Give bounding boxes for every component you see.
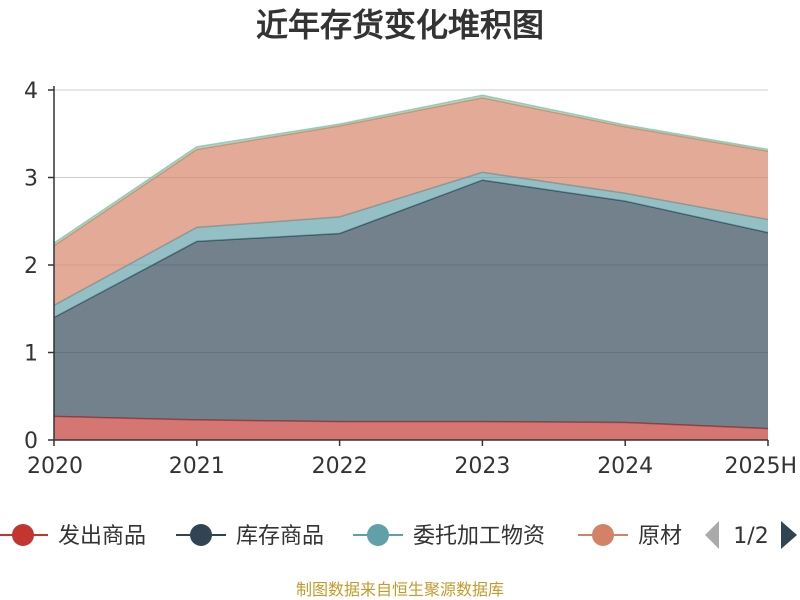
chart-title: 近年存货变化堆积图 (256, 6, 544, 44)
y-tick-label: 4 (24, 79, 38, 104)
legend-item-0[interactable]: 发出商品 (0, 524, 146, 549)
x-tick-label: 2025H (724, 454, 797, 479)
y-tick-label: 3 (24, 167, 38, 192)
legend-pager[interactable]: 1/2 (705, 521, 797, 549)
x-tick-label: 2024 (597, 454, 653, 479)
series-line-2 (53, 171, 769, 306)
legend: 发出商品 库存商品 委托加工物资 原材 (0, 524, 682, 549)
legend-label: 委托加工物资 (413, 524, 545, 549)
y-tick-label: 1 (24, 342, 38, 367)
y-tick-label: 0 (24, 429, 38, 454)
area-series-3 (54, 97, 768, 306)
legend-item-3[interactable]: 原材 (578, 524, 682, 549)
y-tick-label: 2 (24, 254, 38, 279)
legend-page-indicator: 1/2 (733, 524, 768, 549)
legend-next-icon[interactable] (781, 521, 797, 549)
legend-item-2[interactable]: 委托加工物资 (353, 524, 545, 549)
legend-marker-icon (12, 524, 34, 546)
series-line-4 (53, 94, 769, 244)
legend-label: 原材 (638, 524, 682, 549)
data-source-footer: 制图数据来自恒生聚源数据库 (296, 580, 504, 599)
area-series (53, 94, 769, 440)
legend-label: 发出商品 (58, 524, 146, 549)
axes: 0 1 2 3 4 2020 2021 2022 2023 2024 2025H (24, 79, 797, 479)
x-tick-label: 2022 (312, 454, 368, 479)
legend-marker-icon (190, 524, 212, 546)
area-series-1 (54, 180, 768, 429)
legend-label: 库存商品 (236, 524, 324, 549)
legend-marker-icon (592, 524, 614, 546)
x-tick-label: 2021 (169, 454, 225, 479)
x-tick-label: 2023 (454, 454, 510, 479)
area-series-2 (54, 172, 768, 318)
legend-item-1[interactable]: 库存商品 (176, 524, 324, 549)
x-tick-label: 2020 (27, 454, 83, 479)
legend-marker-icon (367, 524, 389, 546)
legend-prev-icon[interactable] (705, 521, 719, 549)
